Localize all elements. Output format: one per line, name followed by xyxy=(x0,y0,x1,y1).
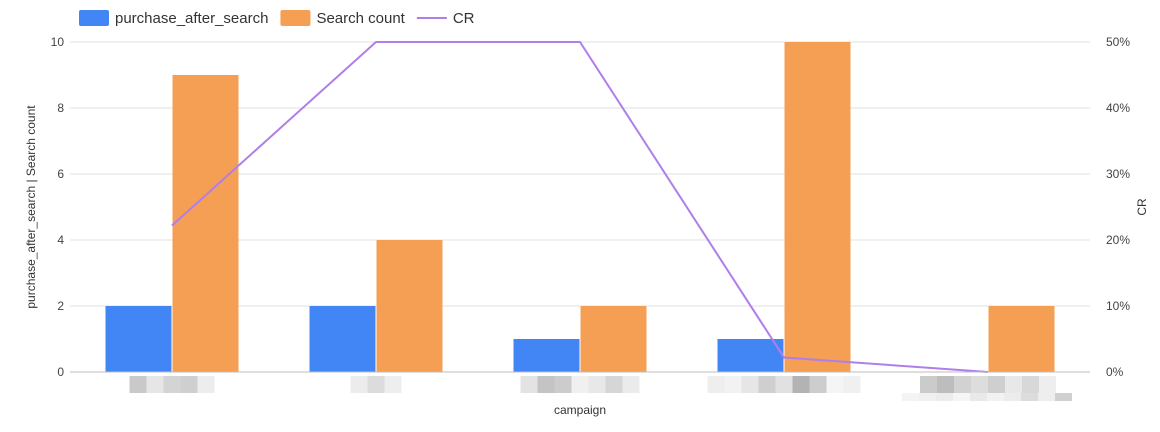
legend-label: Search count xyxy=(316,10,405,27)
redacted-pixel xyxy=(1038,393,1055,401)
y-tick-label: 4 xyxy=(57,233,64,247)
redacted-pixel xyxy=(971,376,988,393)
y2-tick-label: 0% xyxy=(1106,365,1124,379)
redacted-pixel xyxy=(1004,393,1021,401)
y2-tick-label: 40% xyxy=(1106,101,1130,115)
redacted-pixel xyxy=(1005,376,1022,393)
redacted-pixel xyxy=(826,376,844,393)
y-tick-label: 0 xyxy=(57,365,64,379)
redacted-pixel xyxy=(1055,393,1072,401)
redacted-pixel xyxy=(197,376,215,393)
legend-item-search-count: Search count xyxy=(280,10,406,27)
y-tick-label: 10 xyxy=(51,35,65,49)
y2-tick-label: 50% xyxy=(1106,35,1130,49)
x-tick-label-redacted xyxy=(707,376,861,393)
redacted-pixel xyxy=(1021,393,1038,401)
bar-search-count xyxy=(376,240,443,372)
y-axis-title: purchase_after_search | Search count xyxy=(24,105,38,309)
redacted-pixel xyxy=(758,376,776,393)
redacted-pixel xyxy=(622,376,640,393)
y2-tick-label: 10% xyxy=(1106,299,1130,313)
y2-axis-title: CR xyxy=(1135,198,1149,216)
bar-purchase-after-search xyxy=(513,339,580,372)
redacted-pixel xyxy=(571,376,589,393)
bar-purchase-after-search xyxy=(717,339,784,372)
redacted-pixel xyxy=(809,376,827,393)
line-series xyxy=(171,41,989,373)
bar-search-count xyxy=(580,306,647,372)
redacted-pixel xyxy=(937,376,954,393)
redacted-pixel xyxy=(741,376,759,393)
y-tick-label: 6 xyxy=(57,167,64,181)
redacted-pixel xyxy=(537,376,555,393)
legend-item-cr: CR xyxy=(416,10,475,27)
redacted-pixel xyxy=(1022,376,1039,393)
redacted-pixel xyxy=(129,376,147,393)
redacted-pixel xyxy=(163,376,181,393)
redacted-pixel xyxy=(554,376,572,393)
redacted-pixel xyxy=(953,393,970,401)
y-axis-left: 0 2 4 6 8 10 xyxy=(51,35,65,379)
x-tick-label-redacted xyxy=(350,376,402,393)
line-cr xyxy=(171,41,989,373)
redacted-pixel xyxy=(724,376,742,393)
y-axis-right: 0% 10% 20% 30% 40% 50% xyxy=(1106,35,1130,379)
x-tick-label-redacted xyxy=(520,376,640,393)
y-tick-label: 8 xyxy=(57,101,64,115)
redacted-pixel xyxy=(970,393,987,401)
redacted-pixel xyxy=(936,393,953,401)
redacted-pixel xyxy=(775,376,793,393)
x-axis-title: campaign xyxy=(554,403,606,417)
redacted-pixel xyxy=(367,376,385,393)
bar-search-count xyxy=(172,75,239,372)
y-tick-label: 2 xyxy=(57,299,64,313)
redacted-pixel xyxy=(520,376,538,393)
redacted-pixel xyxy=(843,376,861,393)
redacted-pixel xyxy=(920,376,937,393)
redacted-pixel xyxy=(146,376,164,393)
redacted-pixel xyxy=(792,376,810,393)
bar-search-count xyxy=(988,306,1055,372)
x-tick-label-redacted xyxy=(129,376,215,393)
bar-purchase-after-search xyxy=(105,306,172,372)
legend-swatch xyxy=(280,10,311,26)
redacted-pixel xyxy=(605,376,623,393)
legend-label: CR xyxy=(453,10,475,27)
redacted-pixel xyxy=(384,376,402,393)
y2-tick-label: 20% xyxy=(1106,233,1130,247)
redacted-pixel xyxy=(988,376,1005,393)
redacted-pixel xyxy=(919,393,936,401)
redacted-pixel xyxy=(707,376,725,393)
redacted-pixel xyxy=(902,393,919,401)
redacted-pixel xyxy=(987,393,1004,401)
x-axis-category-labels xyxy=(129,376,1072,401)
bar-series xyxy=(105,42,1055,372)
legend-label: purchase_after_search xyxy=(115,10,268,27)
bar-search-count xyxy=(784,42,851,372)
redacted-pixel xyxy=(350,376,368,393)
legend-item-purchase-after-search: purchase_after_search xyxy=(79,10,268,27)
redacted-pixel xyxy=(954,376,971,393)
x-tick-label-redacted xyxy=(902,376,1072,401)
bar-purchase-after-search xyxy=(309,306,376,372)
legend: purchase_after_search Search count CR xyxy=(79,10,475,27)
legend-swatch xyxy=(79,10,109,26)
redacted-pixel xyxy=(180,376,198,393)
y2-tick-label: 30% xyxy=(1106,167,1130,181)
redacted-pixel xyxy=(1039,376,1056,393)
redacted-pixel xyxy=(588,376,606,393)
